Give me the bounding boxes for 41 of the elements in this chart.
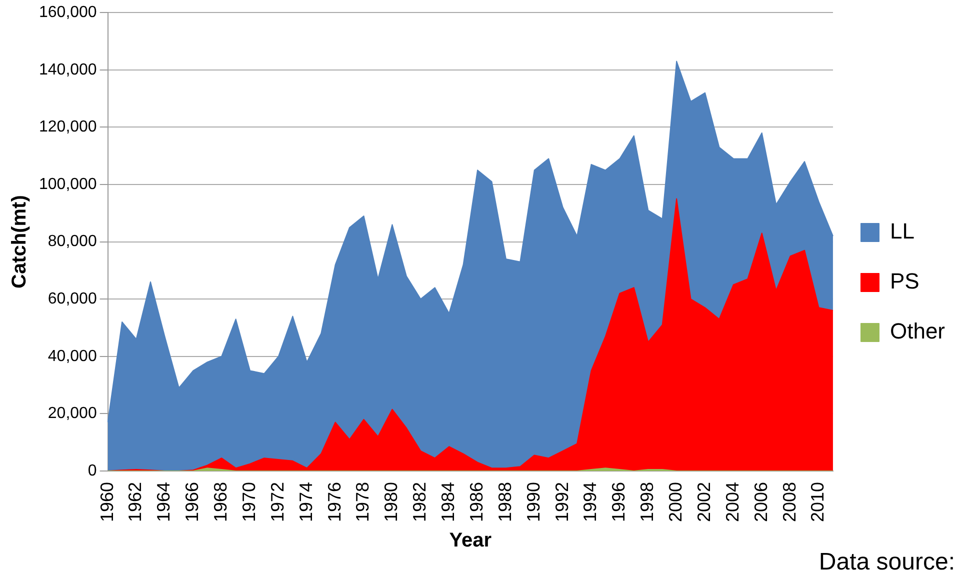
y-tick-label: 40,000 bbox=[48, 348, 97, 365]
x-tick-label: 1988 bbox=[494, 482, 515, 522]
x-tick-label: 1990 bbox=[523, 482, 544, 522]
x-tick-label: 1960 bbox=[96, 482, 117, 522]
x-tick-label: 1966 bbox=[182, 482, 202, 522]
x-tick-label: 1968 bbox=[210, 482, 231, 522]
x-tick-label: 1964 bbox=[154, 482, 174, 522]
legend-label: Other bbox=[890, 318, 946, 344]
x-tick-label: 1996 bbox=[608, 482, 629, 522]
x-tick-label: 1986 bbox=[466, 482, 486, 522]
y-tick-label: 80,000 bbox=[48, 233, 97, 250]
legend-label: PS bbox=[890, 268, 920, 294]
y-tick-label: 0 bbox=[88, 462, 97, 480]
y-tick-label: 160,000 bbox=[38, 4, 97, 22]
x-tick-label: 2010 bbox=[808, 482, 828, 522]
y-tick-label: 100,000 bbox=[38, 176, 97, 193]
x-tick-label: 2000 bbox=[666, 482, 686, 522]
y-tick-label: 60,000 bbox=[48, 290, 97, 308]
x-tick-label: 2004 bbox=[722, 482, 742, 522]
x-tick-label: 1972 bbox=[267, 482, 288, 522]
y-tick-label: 20,000 bbox=[48, 405, 97, 422]
x-tick-label: 1992 bbox=[552, 482, 572, 522]
x-axis-title: Year bbox=[449, 530, 492, 552]
x-tick-label: 1978 bbox=[352, 482, 373, 522]
y-axis-title: Catch(mt) bbox=[8, 195, 31, 288]
source-note: Data source: bbox=[818, 548, 955, 576]
x-tick-label: 1962 bbox=[125, 482, 146, 522]
x-tick-label: 1974 bbox=[296, 482, 316, 522]
x-tick-label: 1982 bbox=[410, 482, 430, 522]
y-tick-label: 140,000 bbox=[38, 61, 97, 78]
y-tick-label: 120,000 bbox=[38, 118, 97, 136]
x-tick-label: 1998 bbox=[637, 482, 658, 522]
legend-label: LL bbox=[890, 218, 914, 244]
x-tick-label: 1976 bbox=[324, 482, 344, 522]
x-tick-label: 1980 bbox=[381, 482, 402, 522]
x-tick-label: 2008 bbox=[779, 482, 800, 522]
x-tick-label: 1994 bbox=[580, 482, 600, 522]
x-tick-label: 2006 bbox=[750, 482, 771, 522]
x-tick-label: 2002 bbox=[694, 482, 714, 522]
x-tick-label: 1984 bbox=[438, 482, 458, 522]
x-tick-label: 1970 bbox=[238, 482, 259, 522]
